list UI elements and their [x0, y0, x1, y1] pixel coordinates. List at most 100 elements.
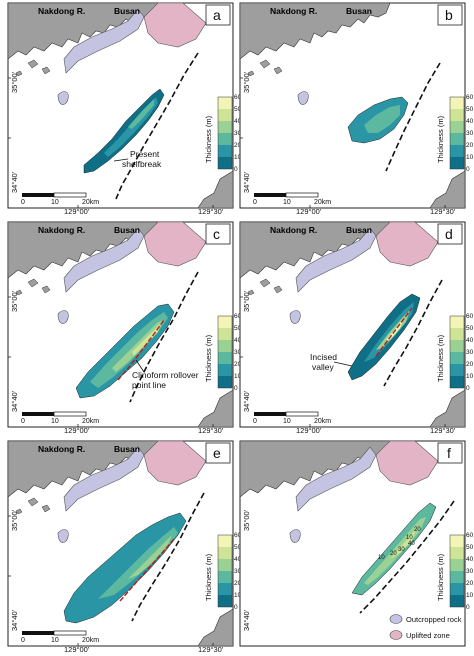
contour-labels: 10 10 20 20 30 40 [378, 527, 421, 561]
svg-text:0: 0 [466, 385, 470, 392]
panel-f: 10 10 20 20 30 40 Thickness (m) 010 2030… [239, 440, 474, 647]
panel-letter-box [437, 442, 463, 464]
colorbar-title: Thickness (m) [436, 334, 445, 382]
lat-upper: 35°00' [10, 71, 19, 93]
lat-lower: 34°40' [10, 390, 19, 412]
svg-text:50: 50 [234, 106, 242, 113]
svg-text:50: 50 [234, 544, 242, 551]
lat-lower: 34°40' [242, 390, 251, 412]
scale-bar-labels: 0 10 20km [21, 418, 99, 425]
svg-text:20: 20 [390, 551, 397, 557]
panel-d: Incised valley Thickness (m) 0 10 20 30 40… [239, 221, 474, 435]
panel-letter-box [205, 4, 231, 26]
city-label: Busan [114, 225, 140, 235]
annotation-line-1: Clinoform rollover [132, 370, 199, 380]
svg-text:40: 40 [466, 118, 474, 125]
svg-text:50: 50 [234, 325, 242, 332]
city-label: Busan [114, 444, 140, 454]
thickness-body-b [347, 96, 409, 144]
svg-text:0: 0 [21, 637, 25, 644]
uplift-swatch [389, 630, 403, 640]
svg-text:0: 0 [253, 418, 257, 425]
present-shelfbreak-line [383, 279, 443, 387]
panel-a: Present shelfbreak Thickness (m) 0 10 20 3… [7, 2, 242, 216]
present-shelfbreak-line [115, 52, 199, 200]
svg-text:30: 30 [466, 568, 474, 575]
svg-text:30: 30 [398, 547, 405, 553]
city-label: Busan [346, 6, 372, 16]
colorbar-ticks: 0 10 20 30 40 50 60 [234, 532, 242, 611]
annotation-line-1: Present [130, 149, 160, 159]
present-shelfbreak-line [385, 62, 441, 172]
lon-right: 129°30' [198, 426, 224, 435]
svg-text:40: 40 [466, 337, 474, 344]
svg-text:50: 50 [466, 325, 474, 332]
svg-text:20km: 20km [82, 199, 99, 206]
svg-text:60: 60 [234, 94, 242, 101]
panel-letter: a [213, 7, 221, 23]
svg-text:10: 10 [466, 592, 474, 599]
svg-text:50: 50 [466, 106, 474, 113]
svg-text:20: 20 [234, 580, 242, 587]
annotation-line-2: shelfbreak [122, 159, 162, 169]
lat-lower: 34°40' [242, 171, 251, 193]
svg-text:10: 10 [51, 199, 59, 206]
panel-letter-box [437, 223, 463, 245]
svg-text:40: 40 [234, 556, 242, 563]
svg-text:60: 60 [234, 532, 242, 539]
clinoform-rollover-line [119, 538, 175, 602]
thickness-body-c [75, 303, 175, 399]
clinoform-rollover-line [117, 319, 165, 381]
colorbar-title: Thickness (m) [436, 553, 445, 601]
panel-e: Thickness (m) 0 10 20 30 40 50 60 0 10 20km… [7, 440, 242, 654]
lat-lower: 34°40' [10, 171, 19, 193]
svg-text:20: 20 [466, 361, 474, 368]
panel-letter: d [445, 226, 453, 242]
svg-text:20: 20 [234, 361, 242, 368]
svg-text:50: 50 [466, 544, 474, 551]
panel-b: Thickness (m) 0 10 20 30 40 50 60 0 10 20km… [239, 2, 474, 216]
svg-text:60: 60 [466, 532, 474, 539]
lat-upper: 35°00' [242, 71, 251, 93]
svg-text:30: 30 [234, 130, 242, 137]
lat-lower: 34°40' [242, 609, 251, 631]
panel-letter-box [205, 223, 231, 245]
svg-text:40: 40 [234, 337, 242, 344]
river-label: Nakdong R. [38, 6, 85, 16]
lat-lower: 34°40' [10, 609, 19, 631]
lon-left: 129°00' [64, 207, 90, 216]
river-label: Nakdong R. [270, 6, 317, 16]
colorbar-ticks: 0 10 20 30 40 50 60 [466, 94, 474, 173]
scale-bar-labels: 0 10 20km [21, 199, 99, 206]
lon-left: 129°00' [64, 426, 90, 435]
panel-letter: b [445, 7, 453, 23]
svg-text:20: 20 [234, 142, 242, 149]
svg-text:30: 30 [466, 130, 474, 137]
colorbar-title: Thickness (m) [204, 334, 213, 382]
svg-text:10: 10 [283, 418, 291, 425]
svg-text:0: 0 [21, 199, 25, 206]
lat-upper: 35°00' [242, 290, 251, 312]
city-label: Busan [346, 225, 372, 235]
present-shelfbreak-line [131, 492, 205, 622]
panel-letter: f [447, 445, 451, 461]
lat-upper: 35°00' [10, 290, 19, 312]
svg-text:0: 0 [466, 166, 470, 173]
annotation-line-1: Incised [310, 352, 337, 362]
colorbar-title: Thickness (m) [204, 115, 213, 163]
thickness-body-a [83, 88, 165, 174]
svg-text:10: 10 [234, 373, 242, 380]
scale-bar-labels: 0 10 20km [21, 637, 99, 644]
river-label: Nakdong R. [38, 225, 85, 235]
thickness-body-e [63, 512, 187, 624]
clinoform-rollover-line [375, 307, 413, 357]
panel-c: Clinoform rollover point line Thickness … [7, 221, 242, 435]
river-label: Nakdong R. [38, 444, 85, 454]
svg-text:10: 10 [378, 555, 385, 561]
legend-uplift-label: Uplifted zone [406, 631, 450, 640]
svg-text:0: 0 [21, 418, 25, 425]
svg-text:0: 0 [234, 385, 238, 392]
colorbar-ticks: 0 10 20 30 40 50 60 [466, 313, 474, 392]
svg-text:0: 0 [234, 604, 238, 611]
